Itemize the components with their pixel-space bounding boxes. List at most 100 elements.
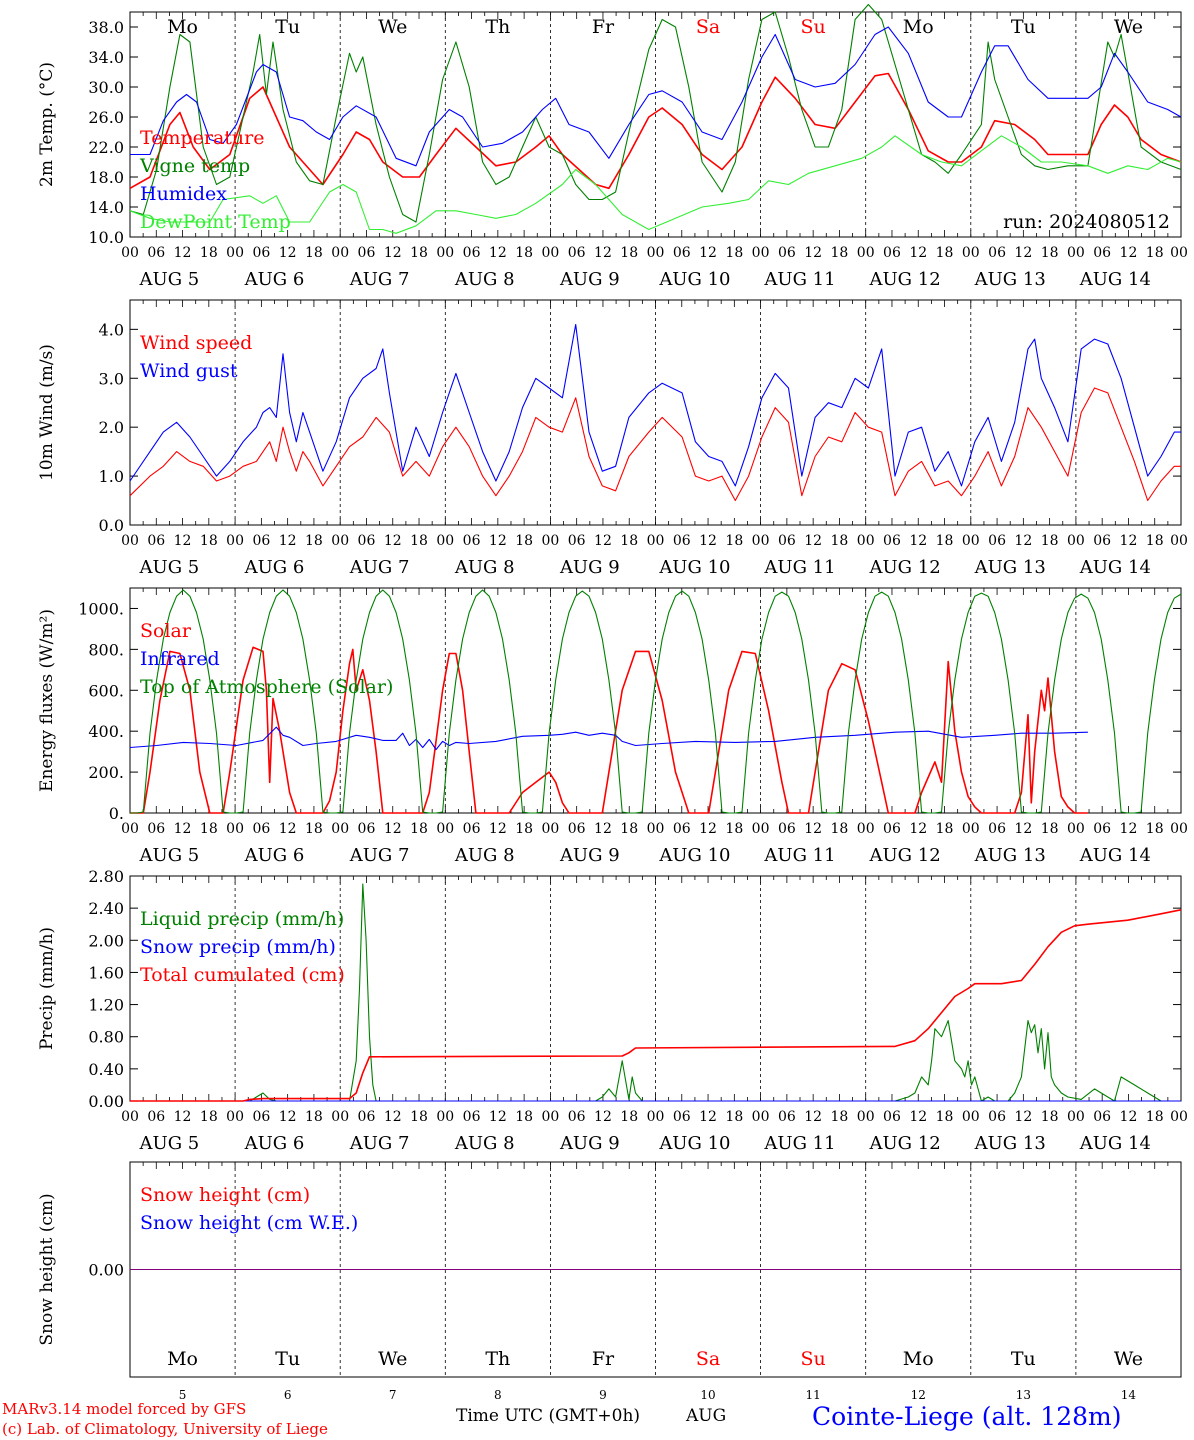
hour-tick-label: 12 [699,821,717,837]
weekday-label: Fr [592,16,615,38]
date-label: AUG 9 [559,1133,620,1154]
hour-tick-label: 00 [752,245,770,261]
hour-tick-label: 00 [436,1109,454,1125]
hour-tick-label: 18 [305,533,323,549]
hour-tick-label: 06 [778,821,796,837]
hour-tick-label: 06 [883,821,901,837]
hour-tick-label: 06 [252,245,270,261]
run-label: run: 2024080512 [1003,211,1170,233]
weekday-label: Tu [1011,16,1036,38]
hour-tick-label: 06 [988,821,1006,837]
hour-tick-label: 12 [594,1109,612,1125]
hour-tick-label: 18 [410,1109,428,1125]
hour-tick-label: 18 [515,245,533,261]
hour-tick-label: 06 [1093,533,1111,549]
hour-tick-label: 06 [358,245,376,261]
hour-tick-label: 06 [568,1109,586,1125]
date-label: AUG 10 [658,269,730,290]
legend-entry: Wind speed [140,332,252,354]
station-name: Cointe-Liege (alt. 128m) [812,1402,1122,1431]
legend-entry: Solar [140,620,192,642]
series-line [129,323,1181,487]
time-axis-label: Time UTC (GMT+0h) [456,1406,641,1426]
hour-tick-label: 06 [778,245,796,261]
hour-tick-label: 18 [305,1109,323,1125]
hour-tick-label: 18 [305,821,323,837]
date-label: AUG 8 [454,269,515,290]
day-number-label: 6 [284,1388,292,1402]
date-label: AUG 11 [763,845,835,866]
hour-tick-label: 18 [936,533,954,549]
date-label: AUG 12 [869,845,941,866]
hour-tick-label: 12 [804,821,822,837]
hour-tick-label: 12 [384,245,402,261]
hour-tick-label: 12 [804,533,822,549]
hour-tick-label: 12 [909,245,927,261]
y-tick-label: 1.20 [88,996,124,1015]
weekday-label: Mo [167,16,198,38]
date-label: AUG 10 [658,845,730,866]
hour-tick-label: 12 [699,533,717,549]
hour-tick-label: 18 [515,533,533,549]
date-label: AUG 5 [139,1133,200,1154]
hour-tick-label: 06 [358,1109,376,1125]
y-tick-label: 34.0 [88,48,124,67]
hour-tick-label: 12 [1120,1109,1138,1125]
hour-tick-label: 18 [1146,533,1164,549]
hour-tick-label: 00 [1170,1109,1188,1125]
y-tick-label: 1.0 [99,467,124,486]
legend-entry: Top of Atmosphere (Solar) [140,676,393,698]
date-label: AUG 11 [763,1133,835,1154]
hour-tick-label: 18 [1041,245,1059,261]
legend-entry: Snow height (cm) [140,1184,310,1206]
hour-tick-label: 12 [279,821,297,837]
y-axis-label: Snow height (cm) [37,1193,57,1345]
hour-tick-label: 06 [988,245,1006,261]
hour-tick-label: 12 [699,245,717,261]
hour-tick-label: 06 [1093,821,1111,837]
day-number-label: 8 [494,1388,502,1402]
hour-tick-label: 06 [673,1109,691,1125]
date-label: AUG 9 [559,557,620,578]
hour-tick-label: 06 [147,1109,165,1125]
hour-tick-label: 12 [1014,533,1032,549]
weekday-label: Tu [1011,1348,1036,1370]
hour-tick-label: 06 [463,821,481,837]
y-axis-label: 2m Temp. (°C) [37,62,57,187]
hour-tick-label: 00 [226,821,244,837]
hour-tick-label: 00 [752,821,770,837]
weekday-label: Th [485,16,510,38]
hour-tick-label: 18 [1041,533,1059,549]
date-label: AUG 8 [454,557,515,578]
hour-tick-label: 12 [1014,1109,1032,1125]
weekday-label: Sa [696,16,720,38]
legend-entry: DewPoint Temp [140,211,291,233]
y-tick-label: 22.0 [88,138,124,157]
date-label: AUG 9 [559,845,620,866]
hour-tick-label: 00 [226,245,244,261]
hour-tick-label: 00 [226,533,244,549]
hour-tick-label: 06 [252,1109,270,1125]
hour-tick-label: 06 [358,821,376,837]
date-label: AUG 7 [349,269,410,290]
model-credit: MARv3.14 model forced by GFS [2,1400,247,1418]
hour-tick-label: 18 [200,1109,218,1125]
legend-entry: Snow height (cm W.E.) [140,1212,358,1234]
hour-tick-label: 06 [252,821,270,837]
hour-tick-label: 18 [410,821,428,837]
y-axis-label: Precip (mm/h) [37,927,57,1050]
hour-tick-label: 00 [541,821,559,837]
hour-tick-label: 00 [541,1109,559,1125]
date-label: AUG 11 [763,269,835,290]
legend-entry: Total cumulated (cm) [140,964,345,986]
hour-tick-label: 18 [200,245,218,261]
hour-tick-label: 00 [121,821,139,837]
hour-tick-label: 12 [384,821,402,837]
hour-tick-label: 12 [594,245,612,261]
weekday-label: Sa [696,1348,720,1370]
hour-tick-label: 06 [1093,245,1111,261]
y-tick-label: 0.00 [88,1092,124,1111]
date-label: AUG 7 [349,1133,410,1154]
hour-tick-label: 12 [804,1109,822,1125]
hour-tick-label: 18 [410,533,428,549]
